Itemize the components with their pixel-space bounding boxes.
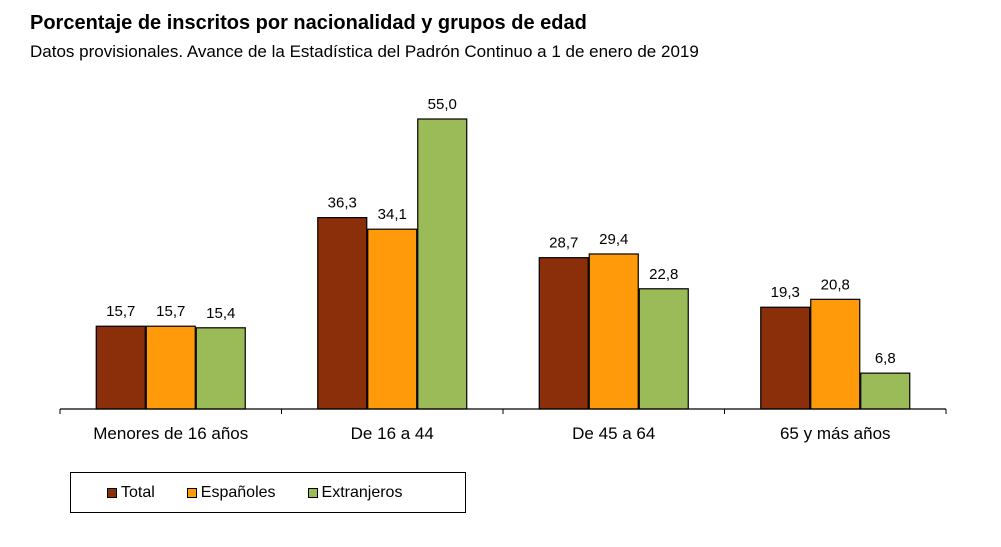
data-label-espanoles-menores-de-16-anos: 15,7 <box>156 303 185 320</box>
legend-label-espanoles: Españoles <box>200 483 276 501</box>
legend-item-total: Total <box>107 484 155 502</box>
x-tick-label-menores-de-16-anos: Menores de 16 años <box>93 424 248 443</box>
legend-label-extranjeros: Extranjeros <box>321 483 403 501</box>
legend-swatch-extranjeros <box>307 487 318 498</box>
data-label-espanoles-65-y-mas-anos: 20,8 <box>821 276 850 293</box>
bar-extranjeros-de-45-a-64 <box>638 288 689 410</box>
data-label-espanoles-de-45-a-64: 29,4 <box>599 231 628 248</box>
legend-label-total: Total <box>121 483 155 501</box>
data-label-total-65-y-mas-anos: 19,3 <box>771 284 800 301</box>
chart-legend: Total Españoles Extranjeros <box>70 472 466 513</box>
legend-item-extranjeros: Extranjeros <box>307 483 403 502</box>
bar-extranjeros-65-y-mas-anos <box>860 372 911 410</box>
data-label-extranjeros-menores-de-16-anos: 15,4 <box>206 305 235 322</box>
chart-title: Porcentaje de inscritos por nacionalidad… <box>30 12 587 34</box>
bar-espanoles-de-16-a-44 <box>367 228 418 410</box>
legend-swatch-espanoles <box>186 487 197 498</box>
bar-espanoles-65-y-mas-anos <box>810 298 861 410</box>
bar-extranjeros-menores-de-16-anos <box>195 327 246 410</box>
x-tick-label-de-16-a-44: De 16 a 44 <box>351 424 434 443</box>
bar-total-65-y-mas-anos <box>760 306 811 410</box>
data-label-extranjeros-65-y-mas-anos: 6,8 <box>875 350 896 367</box>
data-label-total-de-45-a-64: 28,7 <box>549 235 578 252</box>
data-label-extranjeros-de-16-a-44: 55,0 <box>428 96 457 113</box>
x-tick-label-de-45-a-64: De 45 a 64 <box>572 424 655 443</box>
data-label-total-menores-de-16-anos: 15,7 <box>106 303 135 320</box>
chart-subtitle: Datos provisionales. Avance de la Estadí… <box>30 42 699 61</box>
bar-espanoles-menores-de-16-anos <box>145 325 196 410</box>
legend-item-espanoles: Españoles <box>186 483 276 502</box>
bar-total-de-16-a-44 <box>317 217 368 410</box>
bar-total-menores-de-16-anos <box>95 325 146 410</box>
legend-swatch-total <box>107 487 117 498</box>
x-tick-label-65-y-mas-anos: 65 y más años <box>780 424 891 443</box>
bar-extranjeros-de-16-a-44 <box>417 118 468 410</box>
data-label-espanoles-de-16-a-44: 34,1 <box>378 206 407 223</box>
data-label-extranjeros-de-45-a-64: 22,8 <box>649 266 678 283</box>
data-label-total-de-16-a-44: 36,3 <box>328 195 357 212</box>
bar-total-de-45-a-64 <box>538 257 589 410</box>
bar-espanoles-de-45-a-64 <box>588 253 639 410</box>
